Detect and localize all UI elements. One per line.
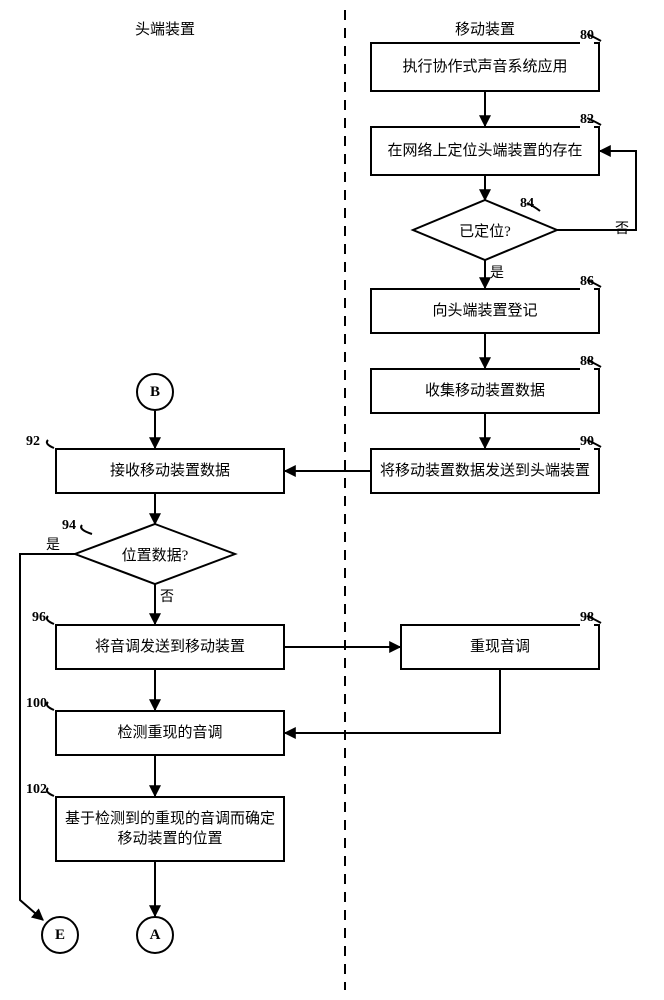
process-n86: 向头端装置登记 [370,288,600,334]
connector-B: B [136,373,174,411]
label-no-d94: 否 [160,586,174,606]
ref-n98: 98 [580,610,594,626]
ref-n96: 96 [32,610,46,626]
process-n82: 在网络上定位头端装置的存在 [370,126,600,176]
right-column-header: 移动装置 [455,18,515,39]
process-n88: 收集移动装置数据 [370,368,600,414]
connector-A: A [136,916,174,954]
decision-d94: 位置数据? [75,524,235,584]
process-n98: 重现音调 [400,624,600,670]
process-n96: 将音调发送到移动装置 [55,624,285,670]
ref-n80: 80 [580,28,594,44]
flowchart-canvas: 头端装置 移动装置执行协作式声音系统应用80 在网络上定位头端装置的存在82 已定位?… [0,0,664,1000]
ref-d94: 94 [62,518,76,534]
ref-d84: 84 [520,196,534,212]
process-n100: 检测重现的音调 [55,710,285,756]
ref-n102: 102 [26,782,47,798]
connector-E: E [41,916,79,954]
label-yes-d94: 是 [46,534,60,554]
ref-n100: 100 [26,696,47,712]
ref-n92: 92 [26,434,40,450]
ref-n88: 88 [580,354,594,370]
label-yes-d84: 是 [490,262,504,282]
process-n92: 接收移动装置数据 [55,448,285,494]
process-n90: 将移动装置数据发送到头端装置 [370,448,600,494]
decision-d84: 已定位? [413,200,557,260]
ref-n86: 86 [580,274,594,290]
process-n102: 基于检测到的重现的音调而确定移动装置的位置 [55,796,285,862]
label-no-d84: 否 [615,218,629,238]
process-n80: 执行协作式声音系统应用 [370,42,600,92]
ref-n90: 90 [580,434,594,450]
ref-n82: 82 [580,112,594,128]
left-column-header: 头端装置 [135,18,195,39]
